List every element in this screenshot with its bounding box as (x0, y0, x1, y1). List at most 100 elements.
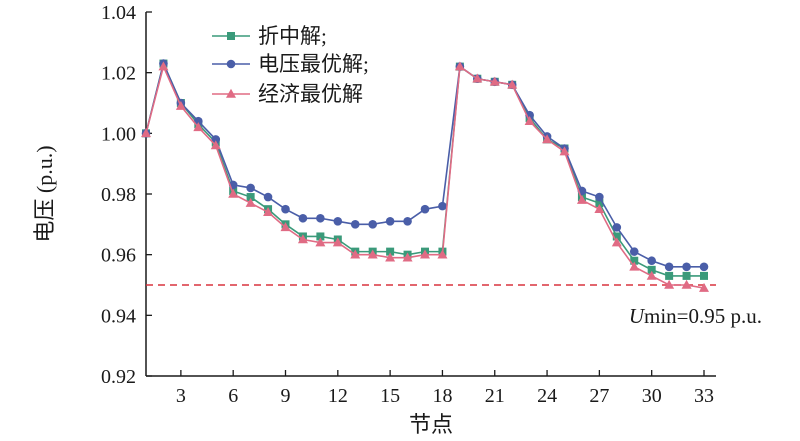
data-point (175, 100, 186, 110)
data-point (350, 249, 361, 259)
data-point (402, 252, 413, 262)
data-point (281, 204, 290, 214)
data-point (316, 232, 325, 241)
data-point (647, 256, 656, 266)
data-point (630, 256, 639, 265)
data-point (576, 194, 587, 204)
data-point (333, 217, 343, 226)
data-point (682, 262, 691, 272)
data-point (595, 199, 604, 208)
data-point (350, 220, 360, 229)
data-point (245, 197, 256, 207)
data-point (665, 271, 674, 280)
umin-label: Umin=0.95 p.u. (629, 304, 762, 328)
data-point (472, 73, 483, 83)
data-point (210, 140, 221, 150)
data-point (612, 232, 621, 241)
x-axis-ticks: 3 6 9 12 15 18 21 24 27 30 33 (176, 370, 714, 407)
data-point (420, 249, 430, 259)
data-point (246, 183, 255, 193)
data-point (595, 192, 604, 202)
data-point (297, 234, 308, 244)
y-tick-label: 1.02 (101, 63, 136, 85)
data-point (524, 116, 535, 125)
data-point (699, 282, 709, 292)
data-point (332, 237, 343, 247)
legend: 折中解; 电压最优解; 经济最优解 (212, 24, 369, 106)
data-point (647, 265, 656, 274)
x-tick-label: 9 (281, 385, 291, 407)
y-tick-label: 0.98 (101, 184, 136, 206)
data-point (559, 146, 570, 156)
y-tick-label: 1.04 (101, 2, 136, 24)
data-point (316, 213, 325, 223)
data-point (403, 217, 412, 226)
data-point (386, 247, 395, 256)
x-tick-label: 30 (642, 385, 662, 407)
x-tick-label: 27 (589, 385, 609, 407)
x-tick-label: 3 (176, 385, 186, 407)
x-tick-label: 15 (380, 385, 400, 407)
data-point (507, 79, 518, 89)
data-point (612, 223, 622, 232)
legend-label: 电压最优解; (258, 52, 369, 76)
x-tick-label: 33 (694, 385, 714, 407)
data-point (385, 252, 396, 262)
legend-item: 折中解; (212, 24, 327, 48)
data-point (263, 192, 273, 202)
data-point (280, 222, 291, 232)
data-point (420, 204, 430, 214)
data-point (700, 271, 708, 280)
legend-label: 折中解; (258, 24, 327, 48)
x-axis-title: 节点 (409, 412, 453, 437)
x-tick-label: 12 (328, 385, 348, 407)
y-tick-label: 0.92 (101, 366, 136, 388)
data-point (298, 213, 308, 223)
reference-line-group: Umin=0.95 p.u. (146, 284, 762, 328)
umin-label-value: min=0.95 p.u. (644, 304, 762, 328)
x-tick-label: 18 (432, 385, 452, 407)
data-point (489, 76, 500, 86)
data-point (454, 61, 465, 71)
data-point (629, 261, 640, 271)
data-point (263, 207, 274, 216)
data-point (437, 249, 448, 259)
legend-item: 经济最优解 (212, 82, 363, 106)
legend-item: 电压最优解; (212, 52, 369, 76)
data-point (141, 128, 151, 138)
y-tick-label: 0.96 (101, 245, 136, 267)
legend-label: 经济最优解 (258, 82, 363, 106)
data-point (542, 134, 553, 144)
y-axis-title: 电压 (p.u.) (32, 145, 57, 242)
data-point (682, 271, 691, 280)
x-tick-label: 24 (537, 385, 557, 407)
y-axis-ticks: 0.92 0.94 0.96 0.98 1.00 1.02 1.04 (101, 2, 152, 388)
umin-label-symbol: U (629, 304, 646, 328)
legend-marker (226, 88, 236, 98)
data-point (664, 262, 674, 272)
data-point (681, 279, 692, 289)
data-point (438, 201, 447, 211)
data-point (594, 203, 605, 213)
x-tick-label: 6 (228, 385, 238, 407)
y-tick-label: 1.00 (101, 123, 136, 145)
data-point (699, 262, 709, 272)
data-point (629, 247, 639, 256)
data-point (385, 217, 395, 226)
data-point (194, 116, 203, 126)
data-point (158, 61, 169, 71)
data-point (611, 237, 622, 247)
legend-marker (226, 59, 236, 69)
data-point (246, 193, 255, 202)
y-tick-label: 0.94 (101, 305, 136, 327)
data-point (228, 188, 239, 198)
legend-marker (227, 32, 235, 40)
data-point (211, 135, 221, 144)
data-point (193, 122, 204, 132)
data-point (368, 220, 377, 229)
series-triangle (141, 61, 709, 292)
data-point (315, 237, 326, 247)
data-point (367, 249, 378, 259)
series-circle (141, 59, 709, 272)
